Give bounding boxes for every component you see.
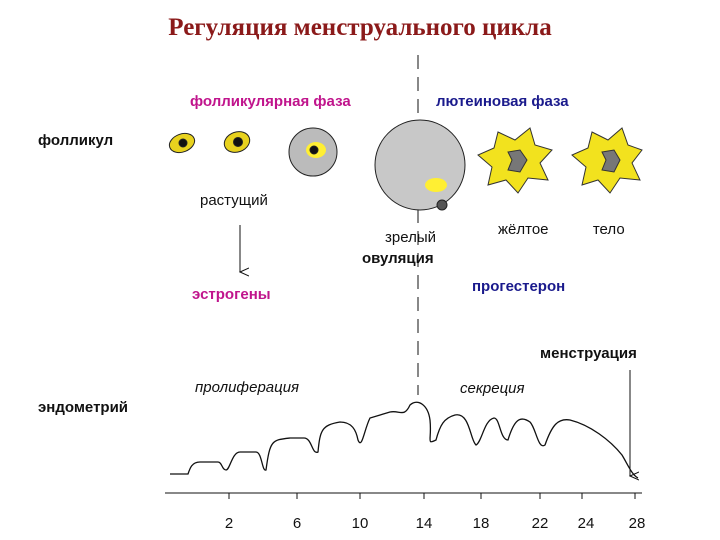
endometrium-curve [170, 401, 639, 479]
title: Регуляция менструального цикла [168, 14, 552, 41]
day-label: 14 [416, 515, 433, 532]
secretion-label: секреция [460, 380, 525, 397]
ovulation-label: овуляция [362, 250, 434, 267]
day-label: 22 [532, 515, 549, 532]
day-label: 28 [629, 515, 646, 532]
follicular-phase: фолликулярная фаза [190, 93, 351, 110]
growing-label: растущий [200, 192, 268, 209]
luteal-phase: лютеиновая фаза [436, 93, 569, 110]
corpus-luteum-shapes [477, 127, 643, 194]
endometrium-label: эндометрий [38, 399, 128, 416]
day-ticks [228, 493, 636, 499]
proliferation-label: пролиферация [195, 379, 299, 396]
progesterone-label: прогестерон [472, 278, 565, 295]
mature-label: зрелый [385, 229, 436, 246]
follicles [168, 119, 466, 211]
menstruation-label: менструация [540, 345, 637, 362]
day-label: 24 [578, 515, 595, 532]
day-label: 6 [293, 515, 301, 532]
estrogens-label: эстрогены [192, 286, 271, 303]
follicle-label: фолликул [38, 132, 113, 149]
day-label: 10 [352, 515, 369, 532]
corpus-luteum-label: жёлтое тело [498, 221, 625, 238]
day-label: 2 [225, 515, 233, 532]
day-label: 18 [473, 515, 490, 532]
